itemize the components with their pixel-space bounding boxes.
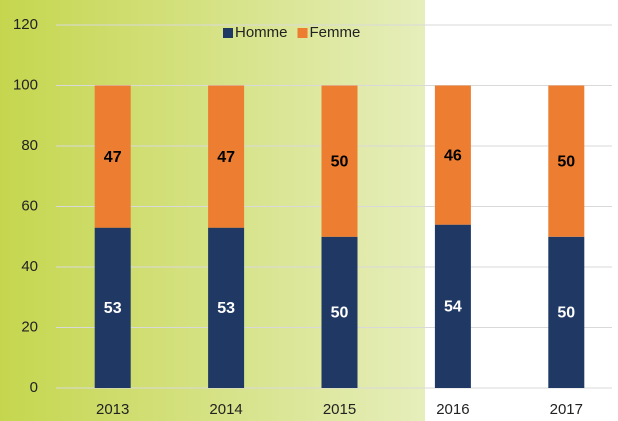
- bar-segment: [548, 85, 585, 237]
- bar-segment: [434, 85, 471, 225]
- x-tick-label: 2014: [209, 401, 242, 418]
- data-label: 54: [444, 299, 462, 316]
- bar-segment: [321, 236, 358, 388]
- y-tick-label: 20: [21, 318, 38, 335]
- data-label: 46: [444, 147, 462, 164]
- data-label: 50: [331, 153, 349, 170]
- data-label: 50: [331, 305, 349, 322]
- legend-label: Homme: [235, 24, 288, 41]
- x-tick-label: 2016: [436, 401, 469, 418]
- data-label: 47: [217, 149, 235, 166]
- data-label: 47: [104, 149, 122, 166]
- y-tick-label: 120: [13, 16, 38, 33]
- data-label: 50: [557, 153, 575, 170]
- legend-label: Femme: [310, 24, 361, 41]
- bar-segment: [548, 236, 585, 388]
- bar-segment: [208, 85, 245, 228]
- bar-segment: [434, 224, 471, 388]
- data-label: 50: [557, 305, 575, 322]
- y-tick-label: 40: [21, 258, 38, 275]
- y-tick-label: 100: [13, 76, 38, 93]
- data-label: 53: [217, 300, 235, 317]
- bar-segment: [94, 227, 131, 388]
- x-tick-label: 2015: [323, 401, 356, 418]
- data-label: 53: [104, 300, 122, 317]
- legend-swatch: [223, 28, 233, 38]
- y-tick-label: 0: [30, 379, 38, 396]
- y-tick-label: 80: [21, 137, 38, 154]
- x-tick-label: 2013: [96, 401, 129, 418]
- x-tick-label: 2017: [550, 401, 583, 418]
- bar-segment: [208, 227, 245, 388]
- legend-swatch: [297, 28, 308, 38]
- bar-segment: [321, 85, 358, 237]
- bar-segment: [94, 85, 131, 228]
- y-tick-label: 60: [21, 197, 38, 214]
